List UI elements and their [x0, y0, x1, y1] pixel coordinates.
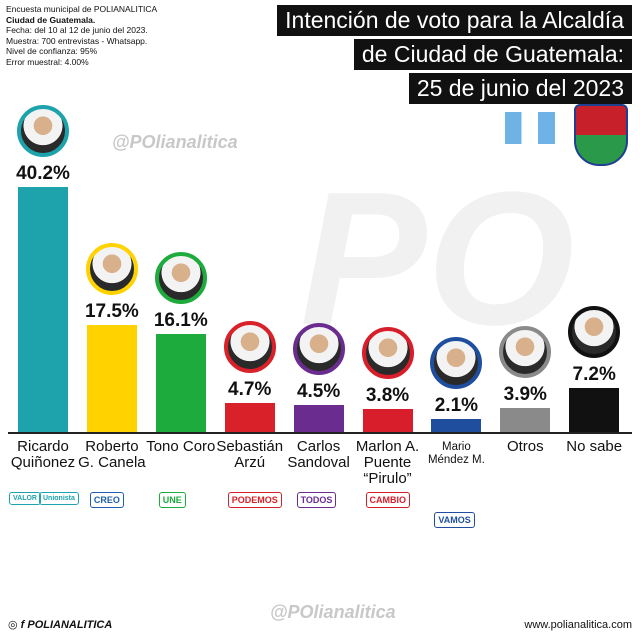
party-logo: UNE — [158, 492, 186, 508]
candidate-photo — [430, 337, 483, 390]
category-label: Tono Coro — [146, 438, 216, 455]
watermark: @POlianalitica — [270, 602, 396, 622]
title-line: de Ciudad de Guatemala: — [353, 39, 632, 70]
category-label: Mario Méndez M. — [427, 441, 485, 466]
value-label: 3.8% — [365, 384, 410, 406]
candidate-photo — [85, 243, 138, 296]
party-logo: Unionista — [39, 492, 79, 505]
footer-right: www.polianalitica.com — [524, 619, 632, 631]
category-label: Ricardo Quiñonez — [10, 438, 76, 471]
value-label: 40.2% — [16, 162, 70, 184]
info-line: Error muestral: 4.00% — [6, 56, 89, 67]
footer-brand: POLIANALITICA — [27, 619, 113, 631]
party-logo: TODOS — [296, 492, 337, 508]
party-logo: CREO — [89, 492, 124, 508]
category-label: Sebastián Arzú — [216, 438, 284, 471]
candidate-photo — [568, 306, 621, 359]
party-logo: VAMOS — [434, 512, 475, 528]
bar — [500, 408, 551, 432]
value-label: 7.2% — [572, 364, 616, 386]
bar — [431, 419, 482, 432]
bar — [293, 404, 344, 432]
candidate-photo — [223, 321, 276, 374]
category-label: Carlos Sandoval — [287, 438, 350, 471]
category-label: Marlon A. Puente “Pirulo” — [355, 438, 420, 487]
candidate-photo — [361, 326, 414, 379]
footer-left: ◎ f POLIANALITICA — [8, 619, 113, 631]
party-logo: VALOR — [9, 492, 41, 505]
value-label: 17.5% — [84, 301, 139, 323]
info-line: Muestra: 700 entrevistas - Whatsapp. — [6, 35, 148, 46]
category-label: Roberto G. Canela — [78, 438, 146, 471]
party-logo: CAMBIO — [365, 492, 410, 508]
info-line: Ciudad de Guatemala. — [6, 14, 96, 25]
candidate-photo — [154, 251, 207, 304]
baseline — [8, 432, 632, 434]
value-label: 4.7% — [228, 379, 272, 401]
info-line: Encuesta municipal de POLIANALITICA — [6, 4, 158, 14]
bar — [155, 333, 206, 432]
candidate-photo — [292, 322, 345, 375]
bar — [224, 403, 275, 432]
bar — [362, 408, 413, 432]
coat-of-arms — [574, 104, 628, 166]
candidate-photo — [499, 326, 552, 379]
category-label: No sabe — [566, 438, 623, 455]
info-line: Fecha: del 10 al 12 de junio del 2023. — [6, 25, 148, 35]
value-label: 2.1% — [434, 395, 479, 417]
title-line: 25 de junio del 2023 — [408, 73, 632, 104]
survey-info: Encuesta municipal de POLIANALITICA Ciuda… — [6, 4, 157, 67]
value-label: 4.5% — [296, 380, 341, 402]
flag — [505, 112, 555, 144]
category-label: Otros — [506, 438, 544, 455]
party-logo: PODEMOS — [227, 492, 282, 508]
info-line: Nivel de confianza: 95% — [6, 46, 98, 56]
value-label: 3.9% — [503, 384, 547, 406]
watermark: @POlianalitica — [112, 132, 238, 152]
bar — [18, 186, 68, 432]
title-line: Intención de voto para la Alcaldía — [277, 5, 632, 36]
value-label: 16.1% — [153, 309, 208, 331]
bar — [86, 325, 137, 432]
candidate-photo — [17, 104, 69, 157]
bar — [569, 388, 620, 432]
